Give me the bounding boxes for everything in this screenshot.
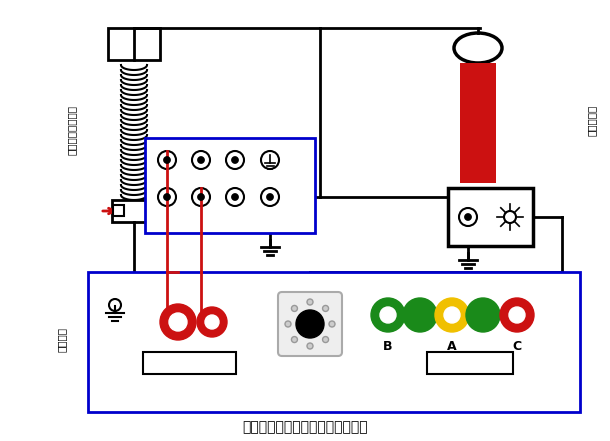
Circle shape	[380, 307, 396, 323]
Circle shape	[198, 157, 204, 164]
Circle shape	[323, 336, 329, 343]
Text: 仪器面板: 仪器面板	[57, 328, 67, 352]
Text: A: A	[447, 340, 457, 353]
Text: dN: dN	[159, 210, 174, 220]
Circle shape	[500, 298, 534, 332]
Circle shape	[261, 188, 279, 206]
Circle shape	[226, 151, 244, 169]
Text: 1N: 1N	[228, 210, 242, 220]
Circle shape	[329, 321, 335, 327]
Bar	[460, 63, 496, 183]
Circle shape	[509, 307, 525, 323]
Bar	[427, 352, 513, 374]
Text: 1Q: 1Q	[228, 173, 243, 183]
Circle shape	[504, 211, 516, 223]
Text: 仪器与互感器及分压器试验接线图: 仪器与互感器及分压器试验接线图	[242, 420, 368, 434]
Circle shape	[158, 151, 176, 169]
Circle shape	[169, 313, 187, 331]
Text: B: B	[383, 340, 393, 353]
Circle shape	[232, 157, 239, 164]
Bar	[108, 28, 160, 60]
Bar	[448, 188, 533, 246]
Ellipse shape	[454, 33, 502, 63]
Circle shape	[285, 321, 291, 327]
Circle shape	[226, 188, 244, 206]
FancyBboxPatch shape	[278, 292, 342, 356]
Circle shape	[163, 194, 171, 201]
Circle shape	[192, 151, 210, 169]
Bar	[112, 200, 156, 222]
Text: 输出: 输出	[182, 358, 196, 368]
Circle shape	[371, 298, 405, 332]
Circle shape	[403, 298, 437, 332]
Circle shape	[198, 194, 204, 201]
Circle shape	[435, 298, 469, 332]
Circle shape	[160, 304, 196, 340]
Circle shape	[307, 343, 313, 349]
Circle shape	[267, 194, 273, 201]
Circle shape	[232, 194, 239, 201]
Circle shape	[197, 307, 227, 337]
Circle shape	[459, 208, 477, 226]
Circle shape	[292, 336, 298, 343]
Circle shape	[163, 157, 171, 164]
Bar	[113, 205, 124, 216]
Circle shape	[192, 188, 210, 206]
Text: dQ: dQ	[159, 173, 174, 183]
Text: 电磁式电压互感器: 电磁式电压互感器	[67, 105, 77, 155]
Circle shape	[444, 307, 460, 323]
Circle shape	[466, 298, 500, 332]
Text: N: N	[266, 210, 274, 220]
Bar	[143, 352, 236, 374]
Bar	[145, 138, 315, 233]
Circle shape	[307, 299, 313, 305]
Text: 交流分压器: 交流分压器	[587, 105, 597, 136]
Circle shape	[109, 299, 121, 311]
Bar	[88, 272, 580, 412]
Circle shape	[323, 306, 329, 311]
Text: 输入: 输入	[464, 358, 476, 368]
Text: C: C	[512, 340, 522, 353]
Circle shape	[158, 188, 176, 206]
Text: 分压器: 分压器	[300, 362, 320, 372]
Circle shape	[296, 310, 324, 338]
Text: 2N: 2N	[193, 210, 209, 220]
Text: 2Q: 2Q	[193, 173, 209, 183]
Circle shape	[292, 306, 298, 311]
Circle shape	[464, 213, 472, 220]
Circle shape	[205, 315, 219, 329]
Circle shape	[261, 151, 279, 169]
